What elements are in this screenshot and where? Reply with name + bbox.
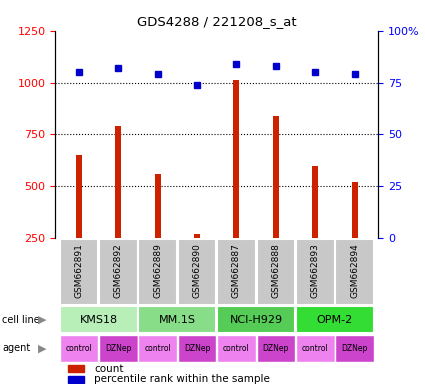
- FancyBboxPatch shape: [217, 306, 295, 333]
- FancyBboxPatch shape: [335, 335, 374, 362]
- Text: percentile rank within the sample: percentile rank within the sample: [94, 374, 270, 384]
- Text: DZNep: DZNep: [105, 344, 131, 353]
- Text: control: control: [302, 344, 329, 353]
- Title: GDS4288 / 221208_s_at: GDS4288 / 221208_s_at: [137, 15, 297, 28]
- Text: count: count: [94, 364, 124, 374]
- FancyBboxPatch shape: [60, 239, 98, 305]
- Text: cell line: cell line: [2, 314, 40, 325]
- FancyBboxPatch shape: [178, 335, 216, 362]
- Bar: [194, 234, 200, 238]
- FancyBboxPatch shape: [257, 239, 295, 305]
- Text: OPM-2: OPM-2: [317, 314, 353, 325]
- FancyBboxPatch shape: [335, 239, 374, 305]
- Text: DZNep: DZNep: [184, 344, 210, 353]
- FancyBboxPatch shape: [139, 335, 177, 362]
- Bar: [68, 376, 84, 383]
- FancyBboxPatch shape: [296, 335, 334, 362]
- Text: DZNep: DZNep: [341, 344, 368, 353]
- FancyBboxPatch shape: [217, 335, 256, 362]
- Text: GSM662892: GSM662892: [114, 243, 123, 298]
- Text: KMS18: KMS18: [79, 314, 118, 325]
- Text: GSM662887: GSM662887: [232, 243, 241, 298]
- Bar: [273, 116, 279, 238]
- Text: control: control: [223, 344, 250, 353]
- FancyBboxPatch shape: [217, 239, 256, 305]
- Text: GSM662890: GSM662890: [193, 243, 201, 298]
- FancyBboxPatch shape: [257, 335, 295, 362]
- Text: ▶: ▶: [38, 343, 47, 354]
- Text: MM.1S: MM.1S: [159, 314, 196, 325]
- Text: GSM662893: GSM662893: [311, 243, 320, 298]
- Text: control: control: [65, 344, 92, 353]
- Bar: [115, 126, 121, 238]
- Bar: [76, 155, 82, 238]
- FancyBboxPatch shape: [60, 335, 98, 362]
- FancyBboxPatch shape: [60, 306, 138, 333]
- FancyBboxPatch shape: [139, 239, 177, 305]
- Text: control: control: [144, 344, 171, 353]
- Text: GSM662889: GSM662889: [153, 243, 162, 298]
- FancyBboxPatch shape: [99, 239, 138, 305]
- FancyBboxPatch shape: [139, 306, 216, 333]
- Bar: [155, 174, 161, 238]
- FancyBboxPatch shape: [296, 306, 374, 333]
- FancyBboxPatch shape: [99, 335, 138, 362]
- Text: agent: agent: [2, 343, 30, 354]
- Text: GSM662891: GSM662891: [74, 243, 83, 298]
- Text: ▶: ▶: [38, 314, 47, 325]
- FancyBboxPatch shape: [178, 239, 216, 305]
- Bar: [351, 182, 357, 238]
- Text: GSM662894: GSM662894: [350, 243, 359, 298]
- Bar: [233, 81, 239, 238]
- Text: GSM662888: GSM662888: [271, 243, 280, 298]
- Text: NCI-H929: NCI-H929: [230, 314, 283, 325]
- FancyBboxPatch shape: [296, 239, 334, 305]
- Bar: [68, 365, 84, 372]
- Bar: [312, 166, 318, 238]
- Text: DZNep: DZNep: [263, 344, 289, 353]
